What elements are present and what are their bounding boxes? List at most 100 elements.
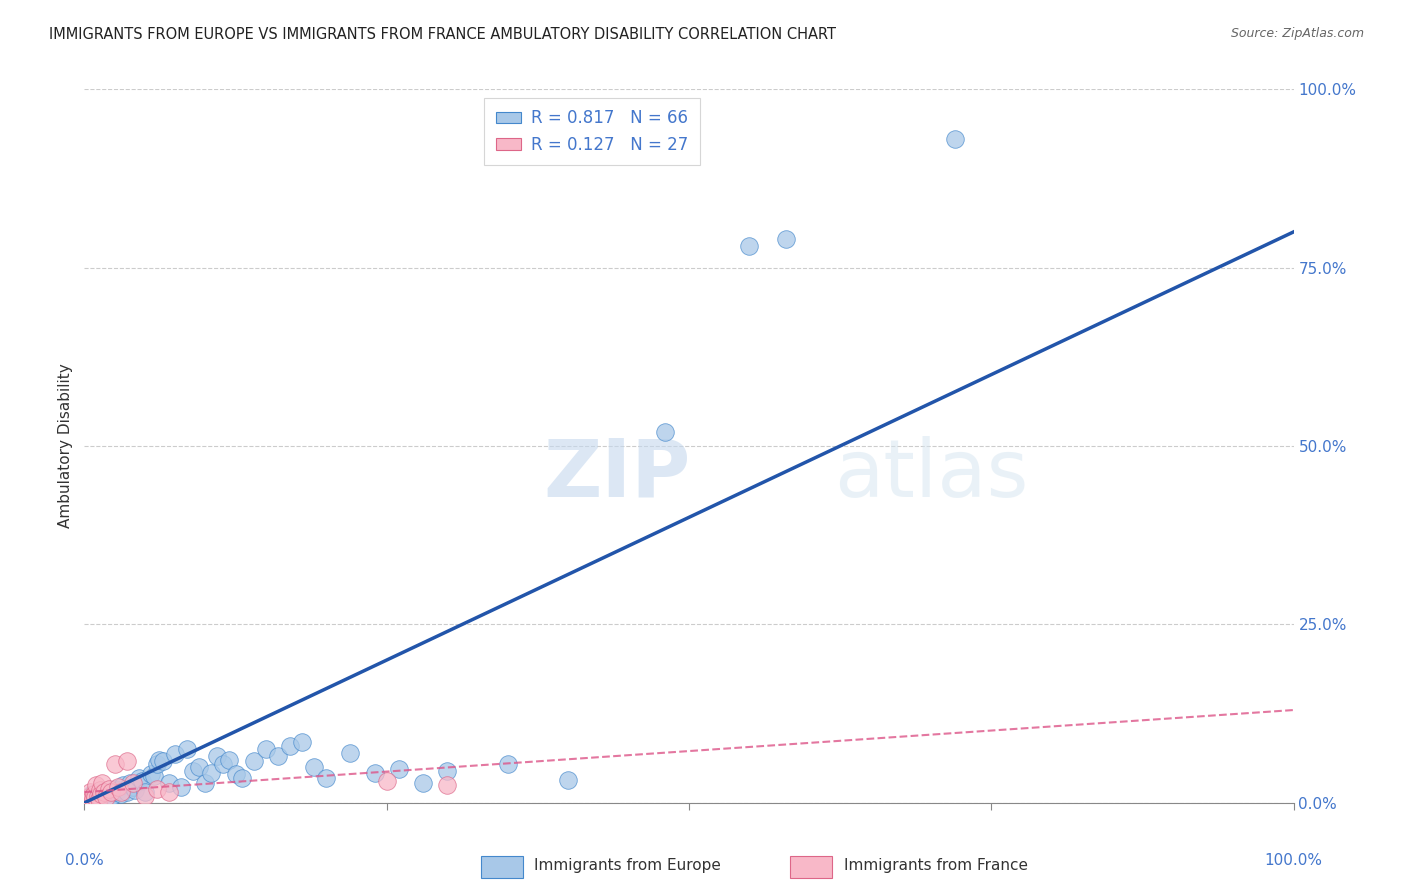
Point [98, 790, 121, 805]
Point [83, 790, 105, 805]
Point [91, 776, 114, 790]
Legend: R = 0.817   N = 66, R = 0.127   N = 27: R = 0.817 N = 66, R = 0.127 N = 27 [485, 97, 700, 165]
Point [181, 764, 204, 778]
Point [83, 787, 105, 801]
Point [115, 785, 138, 799]
Point [94, 790, 117, 805]
Point [302, 760, 325, 774]
Point [115, 755, 138, 769]
Point [148, 753, 170, 767]
Point [291, 735, 314, 749]
Point [79, 794, 101, 808]
Text: 0.0%: 0.0% [65, 853, 104, 868]
Point [120, 776, 142, 790]
Point [86, 789, 108, 803]
Point [157, 776, 180, 790]
Point [315, 771, 337, 785]
Point [436, 764, 458, 778]
Point [89, 794, 111, 808]
Point [218, 753, 240, 767]
Point [80, 790, 103, 805]
Point [94, 787, 117, 801]
Point [112, 778, 135, 792]
Point [121, 780, 143, 794]
Point [143, 769, 166, 783]
Point [79, 785, 101, 799]
Point [86, 790, 108, 805]
Point [107, 780, 129, 794]
Point [91, 789, 114, 803]
Point [101, 789, 124, 804]
Point [231, 771, 253, 785]
Point [104, 781, 127, 796]
Point [267, 749, 290, 764]
Point [557, 772, 579, 787]
Point [278, 739, 301, 753]
Text: Immigrants from France: Immigrants from France [844, 858, 1028, 872]
Point [77, 790, 100, 805]
Point [100, 785, 122, 799]
Point [436, 778, 458, 792]
Point [738, 239, 761, 253]
Point [76, 792, 98, 806]
Point [412, 776, 434, 790]
Point [139, 767, 162, 781]
Point [84, 790, 107, 805]
Point [134, 789, 156, 803]
Point [212, 756, 235, 771]
Point [339, 746, 361, 760]
Point [194, 776, 217, 790]
Point [107, 783, 129, 797]
Point [97, 785, 120, 799]
Point [157, 785, 180, 799]
Point [94, 790, 117, 805]
Point [121, 776, 143, 790]
Point [943, 132, 966, 146]
Point [146, 781, 169, 796]
Point [90, 787, 112, 801]
Point [496, 756, 519, 771]
Text: ZIP: ZIP [544, 435, 692, 514]
Point [87, 792, 110, 806]
Point [110, 785, 132, 799]
Point [93, 793, 115, 807]
Text: IMMIGRANTS FROM EUROPE VS IMMIGRANTS FROM FRANCE AMBULATORY DISABILITY CORRELATI: IMMIGRANTS FROM EUROPE VS IMMIGRANTS FRO… [49, 27, 837, 42]
Point [77, 792, 100, 806]
Point [242, 755, 264, 769]
Point [104, 756, 127, 771]
Point [165, 747, 187, 762]
Point [207, 749, 229, 764]
Point [225, 767, 247, 781]
Point [200, 765, 222, 780]
Point [254, 742, 277, 756]
Point [146, 756, 169, 771]
Y-axis label: Ambulatory Disability: Ambulatory Disability [58, 364, 73, 528]
Point [128, 771, 150, 785]
Point [90, 791, 112, 805]
Point [775, 232, 797, 246]
Point [100, 789, 122, 803]
Point [110, 787, 132, 801]
Point [96, 792, 118, 806]
Point [170, 780, 193, 794]
Point [82, 792, 104, 806]
Point [104, 785, 127, 799]
Point [654, 425, 676, 439]
Text: 100.0%: 100.0% [1264, 853, 1323, 868]
Text: Source: ZipAtlas.com: Source: ZipAtlas.com [1230, 27, 1364, 40]
Point [176, 742, 198, 756]
Text: Immigrants from Europe: Immigrants from Europe [534, 858, 721, 872]
Point [124, 783, 146, 797]
Point [80, 787, 103, 801]
Point [87, 785, 110, 799]
Point [375, 774, 398, 789]
Point [97, 781, 120, 796]
Point [93, 785, 115, 799]
Point [188, 760, 211, 774]
Point [388, 762, 411, 776]
Point [89, 783, 111, 797]
Point [86, 792, 108, 806]
Point [131, 774, 153, 789]
Text: atlas: atlas [834, 435, 1028, 514]
Point [134, 785, 156, 799]
